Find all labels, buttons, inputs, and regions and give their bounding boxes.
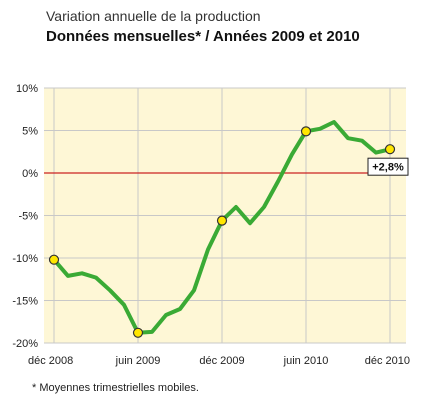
highlight-marker-0 bbox=[48, 254, 60, 265]
chart-subtitle: Données mensuelles* / Années 2009 et 201… bbox=[46, 28, 360, 45]
y-axis-labels: 10% 5% 0% -5% -10% -15% -20% bbox=[12, 83, 38, 350]
chart-title: Variation annuelle de la production bbox=[46, 8, 261, 24]
x-tick-label: déc 2010 bbox=[365, 355, 410, 367]
x-tick-label: déc 2009 bbox=[199, 355, 244, 367]
callout-box bbox=[367, 157, 409, 176]
value-callout: +2,8% bbox=[367, 157, 409, 176]
x-tick-label: déc 2008 bbox=[28, 355, 73, 367]
y-tick-label: 5% bbox=[22, 126, 38, 138]
y-tick-label: -5% bbox=[18, 211, 38, 223]
y-tick-label: -20% bbox=[12, 338, 38, 350]
highlight-markers bbox=[48, 126, 396, 338]
y-tick-label: -15% bbox=[12, 296, 38, 308]
y-tick-label: -10% bbox=[12, 253, 38, 265]
highlight-marker-2 bbox=[216, 215, 228, 226]
x-axis-labels: déc 2008 juin 2009 déc 2009 juin 2010 déc 20… bbox=[28, 355, 410, 367]
y-tick-label: 0% bbox=[22, 168, 38, 180]
highlight-marker-3 bbox=[300, 126, 312, 137]
callout-label: +2,8% bbox=[372, 162, 404, 174]
y-tick-label: 10% bbox=[16, 83, 38, 95]
x-tick-label: juin 2010 bbox=[283, 355, 329, 367]
x-tick-label: juin 2009 bbox=[115, 355, 161, 367]
highlight-marker-1 bbox=[132, 327, 144, 338]
footnote: * Moyennes trimestrielles mobiles. bbox=[32, 382, 199, 394]
highlight-marker-4 bbox=[384, 144, 396, 155]
